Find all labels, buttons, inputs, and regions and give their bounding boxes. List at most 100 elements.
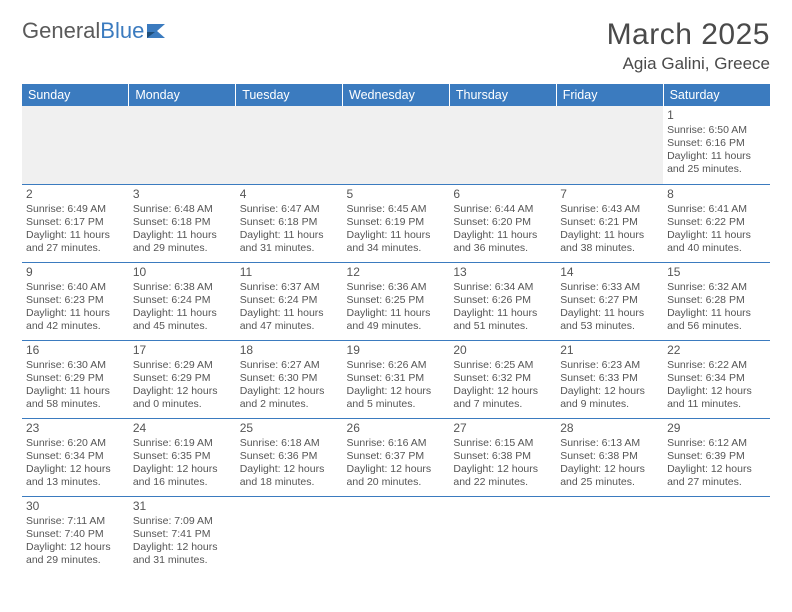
sunset-line: Sunset: 6:28 PM [667, 294, 766, 307]
sunset-line: Sunset: 6:16 PM [667, 137, 766, 150]
calendar-cell: 15Sunrise: 6:32 AMSunset: 6:28 PMDayligh… [663, 262, 770, 340]
calendar-cell [129, 106, 236, 184]
calendar-cell [556, 106, 663, 184]
weekday-header: Wednesday [343, 84, 450, 106]
sunset-line: Sunset: 6:36 PM [240, 450, 339, 463]
daylight-line: Daylight: 11 hours and 31 minutes. [240, 229, 339, 255]
sunset-line: Sunset: 6:29 PM [133, 372, 232, 385]
calendar-cell: 8Sunrise: 6:41 AMSunset: 6:22 PMDaylight… [663, 184, 770, 262]
calendar-cell: 12Sunrise: 6:36 AMSunset: 6:25 PMDayligh… [343, 262, 450, 340]
calendar-cell: 20Sunrise: 6:25 AMSunset: 6:32 PMDayligh… [449, 340, 556, 418]
sunset-line: Sunset: 6:34 PM [26, 450, 125, 463]
calendar-cell: 30Sunrise: 7:11 AMSunset: 7:40 PMDayligh… [22, 496, 129, 574]
calendar-cell: 26Sunrise: 6:16 AMSunset: 6:37 PMDayligh… [343, 418, 450, 496]
calendar-cell [236, 496, 343, 574]
day-number: 9 [26, 265, 125, 280]
day-number: 13 [453, 265, 552, 280]
daylight-line: Daylight: 12 hours and 20 minutes. [347, 463, 446, 489]
sunrise-line: Sunrise: 6:19 AM [133, 437, 232, 450]
weekday-header: Monday [129, 84, 236, 106]
sunrise-line: Sunrise: 6:30 AM [26, 359, 125, 372]
logo-text-1: General [22, 18, 100, 44]
sunset-line: Sunset: 6:22 PM [667, 216, 766, 229]
calendar-row: 2Sunrise: 6:49 AMSunset: 6:17 PMDaylight… [22, 184, 770, 262]
day-number: 1 [667, 108, 766, 123]
sunset-line: Sunset: 6:21 PM [560, 216, 659, 229]
sunset-line: Sunset: 6:38 PM [453, 450, 552, 463]
calendar-cell [343, 106, 450, 184]
weekday-header: Thursday [449, 84, 556, 106]
calendar-cell: 25Sunrise: 6:18 AMSunset: 6:36 PMDayligh… [236, 418, 343, 496]
day-number: 27 [453, 421, 552, 436]
calendar-cell: 27Sunrise: 6:15 AMSunset: 6:38 PMDayligh… [449, 418, 556, 496]
calendar-body: 1Sunrise: 6:50 AMSunset: 6:16 PMDaylight… [22, 106, 770, 574]
sunrise-line: Sunrise: 6:13 AM [560, 437, 659, 450]
calendar-cell: 1Sunrise: 6:50 AMSunset: 6:16 PMDaylight… [663, 106, 770, 184]
sunset-line: Sunset: 6:31 PM [347, 372, 446, 385]
sunrise-line: Sunrise: 6:33 AM [560, 281, 659, 294]
sunrise-line: Sunrise: 6:44 AM [453, 203, 552, 216]
weekday-header: Sunday [22, 84, 129, 106]
day-number: 11 [240, 265, 339, 280]
day-number: 8 [667, 187, 766, 202]
daylight-line: Daylight: 11 hours and 47 minutes. [240, 307, 339, 333]
sunset-line: Sunset: 6:38 PM [560, 450, 659, 463]
sunset-line: Sunset: 7:40 PM [26, 528, 125, 541]
day-number: 26 [347, 421, 446, 436]
sunrise-line: Sunrise: 6:36 AM [347, 281, 446, 294]
daylight-line: Daylight: 11 hours and 25 minutes. [667, 150, 766, 176]
day-number: 24 [133, 421, 232, 436]
calendar-cell: 24Sunrise: 6:19 AMSunset: 6:35 PMDayligh… [129, 418, 236, 496]
day-number: 18 [240, 343, 339, 358]
calendar-cell: 3Sunrise: 6:48 AMSunset: 6:18 PMDaylight… [129, 184, 236, 262]
daylight-line: Daylight: 12 hours and 29 minutes. [26, 541, 125, 567]
calendar-cell [236, 106, 343, 184]
sunset-line: Sunset: 6:34 PM [667, 372, 766, 385]
sunset-line: Sunset: 6:20 PM [453, 216, 552, 229]
daylight-line: Daylight: 12 hours and 22 minutes. [453, 463, 552, 489]
daylight-line: Daylight: 11 hours and 27 minutes. [26, 229, 125, 255]
sunset-line: Sunset: 6:37 PM [347, 450, 446, 463]
calendar-cell: 22Sunrise: 6:22 AMSunset: 6:34 PMDayligh… [663, 340, 770, 418]
daylight-line: Daylight: 12 hours and 2 minutes. [240, 385, 339, 411]
calendar-cell: 14Sunrise: 6:33 AMSunset: 6:27 PMDayligh… [556, 262, 663, 340]
daylight-line: Daylight: 11 hours and 36 minutes. [453, 229, 552, 255]
day-number: 6 [453, 187, 552, 202]
daylight-line: Daylight: 12 hours and 5 minutes. [347, 385, 446, 411]
calendar-cell [556, 496, 663, 574]
calendar-cell: 2Sunrise: 6:49 AMSunset: 6:17 PMDaylight… [22, 184, 129, 262]
calendar-row: 1Sunrise: 6:50 AMSunset: 6:16 PMDaylight… [22, 106, 770, 184]
daylight-line: Daylight: 11 hours and 42 minutes. [26, 307, 125, 333]
day-number: 30 [26, 499, 125, 514]
day-number: 19 [347, 343, 446, 358]
daylight-line: Daylight: 11 hours and 49 minutes. [347, 307, 446, 333]
calendar-row: 30Sunrise: 7:11 AMSunset: 7:40 PMDayligh… [22, 496, 770, 574]
sunset-line: Sunset: 6:18 PM [240, 216, 339, 229]
calendar-cell [449, 496, 556, 574]
day-number: 7 [560, 187, 659, 202]
sunset-line: Sunset: 6:35 PM [133, 450, 232, 463]
day-number: 23 [26, 421, 125, 436]
day-number: 16 [26, 343, 125, 358]
day-number: 31 [133, 499, 232, 514]
sunset-line: Sunset: 6:24 PM [240, 294, 339, 307]
day-number: 2 [26, 187, 125, 202]
day-number: 22 [667, 343, 766, 358]
sunrise-line: Sunrise: 6:34 AM [453, 281, 552, 294]
calendar-cell: 23Sunrise: 6:20 AMSunset: 6:34 PMDayligh… [22, 418, 129, 496]
daylight-line: Daylight: 11 hours and 40 minutes. [667, 229, 766, 255]
calendar-cell: 18Sunrise: 6:27 AMSunset: 6:30 PMDayligh… [236, 340, 343, 418]
logo: GeneralBlue [22, 18, 173, 44]
sunrise-line: Sunrise: 6:47 AM [240, 203, 339, 216]
calendar-cell [449, 106, 556, 184]
calendar-cell: 4Sunrise: 6:47 AMSunset: 6:18 PMDaylight… [236, 184, 343, 262]
title-block: March 2025 Agia Galini, Greece [607, 18, 770, 74]
day-number: 29 [667, 421, 766, 436]
calendar-cell: 9Sunrise: 6:40 AMSunset: 6:23 PMDaylight… [22, 262, 129, 340]
sunset-line: Sunset: 6:30 PM [240, 372, 339, 385]
day-number: 12 [347, 265, 446, 280]
daylight-line: Daylight: 12 hours and 18 minutes. [240, 463, 339, 489]
day-number: 4 [240, 187, 339, 202]
sunrise-line: Sunrise: 6:50 AM [667, 124, 766, 137]
sunrise-line: Sunrise: 6:48 AM [133, 203, 232, 216]
